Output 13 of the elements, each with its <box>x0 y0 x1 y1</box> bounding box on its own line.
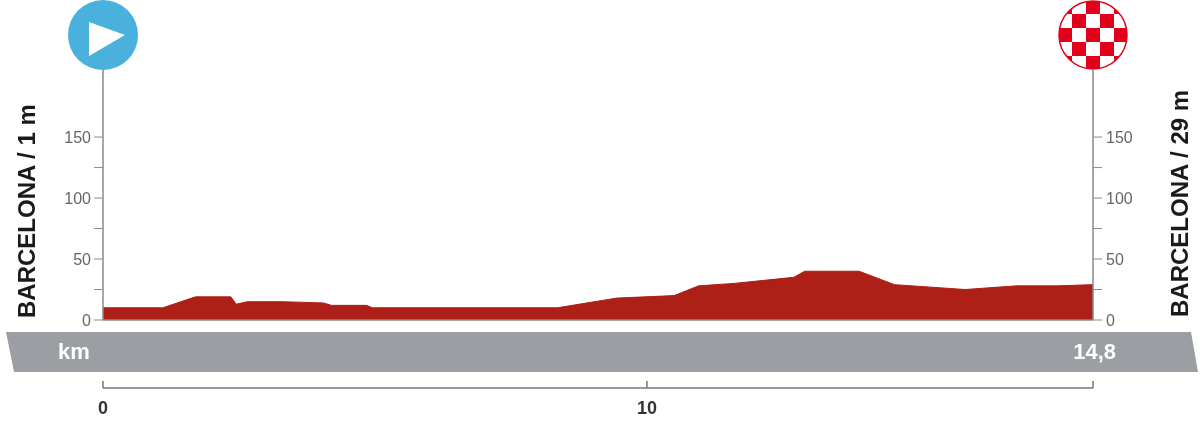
y-tick-label: 0 <box>82 311 92 329</box>
y2-axis-title: BARCELONA / 29 m <box>1166 89 1193 317</box>
y2-tick-label: 100 <box>1106 189 1133 207</box>
x-axis-title: km <box>58 338 90 366</box>
text: 14,8 <box>1073 338 1116 366</box>
y-tick-label: 100 <box>64 189 92 207</box>
y2-tick-label: 50 <box>1106 250 1124 268</box>
x-tick-label: 10 <box>636 398 657 418</box>
y-axis-title: BARCELONA / 1 m <box>13 104 40 318</box>
y-tick-label: 50 <box>73 250 92 268</box>
y2-tick-label: 0 <box>1106 311 1115 329</box>
y-tick-label: 150 <box>64 128 92 146</box>
y2-tick-label: 150 <box>1106 128 1133 146</box>
